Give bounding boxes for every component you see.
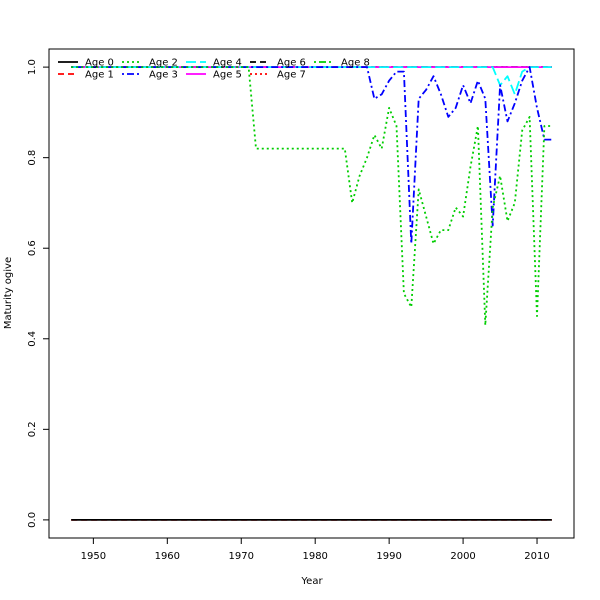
plot-frame	[48, 48, 575, 539]
x-tick-label: 2000	[450, 551, 475, 562]
y-tick-label: 0.8	[27, 150, 38, 166]
legend-label: Age 0	[85, 58, 114, 69]
x-tick-label: 1990	[376, 551, 401, 562]
legend-label: Age 2	[149, 58, 178, 69]
y-tick-label: 0.0	[27, 512, 38, 528]
legend-label: Age 4	[213, 58, 242, 69]
x-tick-label: 1980	[302, 551, 327, 562]
series-line-age-4	[71, 66, 552, 96]
x-tick-label: 1950	[81, 551, 106, 562]
x-tick-label: 2010	[524, 551, 549, 562]
x-tick-label: 1960	[155, 551, 180, 562]
y-tick-label: 1.0	[27, 59, 38, 75]
y-tick-label: 0.2	[27, 421, 38, 437]
x-axis-label: Year	[300, 576, 323, 587]
y-axis-label: Maturity ogive	[3, 257, 14, 329]
series-line-age-2	[71, 66, 552, 327]
x-tick-label: 1970	[229, 551, 254, 562]
legend-label: Age 8	[341, 58, 370, 69]
series-layer	[71, 66, 552, 521]
legend-label: Age 5	[213, 70, 242, 81]
legend-label: Age 3	[149, 70, 178, 81]
series-line-age-3	[71, 66, 552, 245]
legend-label: Age 7	[277, 70, 306, 81]
axes-layer: 1950 1960 1970 1980 1990 2000 2010 0.0 0.2 0.4 0.6…	[27, 59, 550, 562]
legend-label: Age 1	[85, 70, 114, 81]
y-tick-label: 0.6	[27, 240, 38, 256]
y-tick-label: 0.4	[27, 331, 38, 347]
legend-label: Age 6	[277, 58, 306, 69]
